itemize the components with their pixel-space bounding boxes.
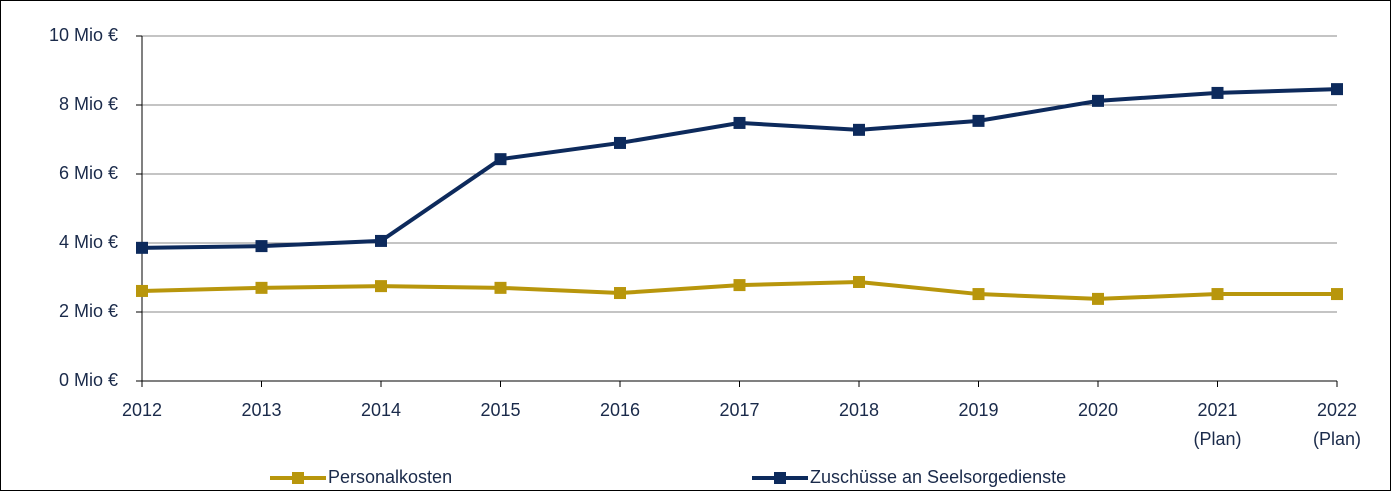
x-tick-label: 2014 — [361, 400, 401, 420]
y-tick-label: 10 Mio € — [49, 25, 118, 45]
y-tick-label: 4 Mio € — [59, 232, 118, 252]
data-point — [972, 288, 985, 301]
x-tick-label: 2012 — [122, 400, 162, 420]
data-point — [853, 123, 865, 136]
data-point — [614, 136, 626, 149]
legend-marker — [774, 472, 786, 484]
x-tick-label: 2020 — [1078, 400, 1118, 420]
data-point — [1211, 86, 1224, 99]
data-point — [136, 241, 148, 254]
y-tick-label: 0 Mio € — [59, 370, 118, 390]
data-point — [1331, 288, 1343, 301]
data-point — [375, 234, 387, 247]
data-point — [494, 281, 507, 294]
data-point — [375, 280, 387, 293]
data-point — [1092, 94, 1104, 107]
x-tick-label: 2019 — [958, 400, 998, 420]
data-point — [1331, 83, 1343, 96]
data-point — [136, 284, 148, 297]
data-point — [494, 153, 507, 166]
legend-label: Personalkosten — [328, 467, 452, 487]
x-tick-label: 2016 — [600, 400, 640, 420]
x-tick-label: 2022 (Plan) — [1313, 400, 1361, 449]
data-point — [1092, 292, 1104, 305]
x-tick-label: 2013 — [241, 400, 281, 420]
legend-label: Zuschüsse an Seelsorgedienste — [810, 467, 1066, 487]
data-point — [972, 114, 985, 127]
data-point — [614, 287, 626, 300]
data-point — [853, 275, 865, 288]
data-point — [733, 116, 746, 129]
x-tick-label: 2018 — [839, 400, 879, 420]
x-tick-label: 2015 — [480, 400, 520, 420]
x-tick-label: 2017 — [719, 400, 759, 420]
data-point — [1211, 288, 1224, 301]
y-tick-label: 2 Mio € — [59, 301, 118, 321]
data-point — [255, 240, 268, 253]
y-tick-label: 8 Mio € — [59, 94, 118, 114]
legend-marker — [292, 472, 304, 484]
data-point — [733, 279, 746, 292]
x-tick-label: 2021 (Plan) — [1193, 400, 1241, 449]
data-point — [255, 281, 268, 294]
y-tick-label: 6 Mio € — [59, 163, 118, 183]
